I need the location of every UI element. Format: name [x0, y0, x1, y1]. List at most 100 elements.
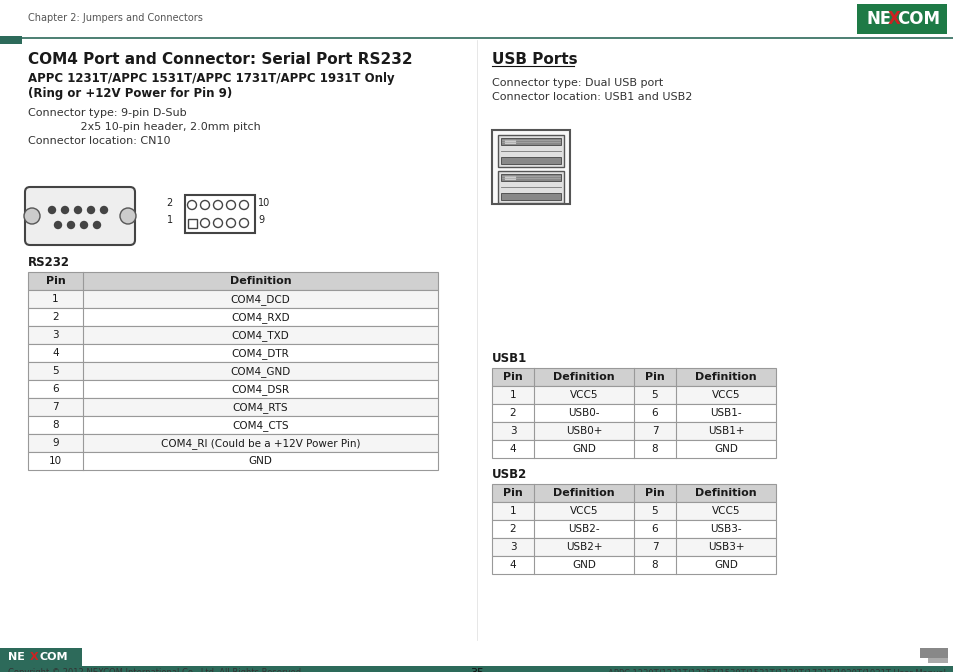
Text: 2x5 10-pin header, 2.0mm pitch: 2x5 10-pin header, 2.0mm pitch	[28, 122, 260, 132]
Circle shape	[61, 206, 69, 214]
Text: (Ring or +12V Power for Pin 9): (Ring or +12V Power for Pin 9)	[28, 87, 232, 100]
Bar	[188, 219, 196, 228]
Text: 7: 7	[651, 542, 658, 552]
Circle shape	[213, 200, 222, 210]
Bar	[28, 416, 437, 434]
Bar	[28, 434, 437, 452]
Text: Definition: Definition	[553, 372, 614, 382]
Text: Connector type: Dual USB port: Connector type: Dual USB port	[492, 78, 662, 88]
Circle shape	[200, 218, 210, 228]
Text: X: X	[30, 652, 38, 662]
Text: COM4_CTS: COM4_CTS	[232, 420, 289, 431]
Text: COM4_DCD: COM4_DCD	[231, 294, 290, 305]
Bar	[28, 308, 437, 326]
Circle shape	[200, 200, 210, 210]
Bar	[500, 138, 560, 145]
Text: 3: 3	[509, 426, 516, 436]
Bar	[500, 157, 560, 164]
Text: 5: 5	[651, 506, 658, 516]
Text: VCC5: VCC5	[569, 390, 598, 400]
Bar	[927, 658, 947, 663]
Bar	[28, 272, 437, 290]
Text: 1: 1	[509, 390, 516, 400]
Text: Definition: Definition	[553, 488, 614, 498]
Text: 1: 1	[509, 506, 516, 516]
Text: USB1-: USB1-	[709, 408, 741, 418]
Bar	[500, 174, 560, 181]
Text: COM4_DTR: COM4_DTR	[232, 348, 289, 359]
Circle shape	[226, 200, 235, 210]
Text: GND: GND	[713, 560, 738, 570]
Bar	[28, 344, 437, 362]
Bar	[0, 666, 953, 672]
Text: USB1+: USB1+	[707, 426, 743, 436]
Circle shape	[80, 222, 88, 228]
Text: APPC 1231T/APPC 1531T/APPC 1731T/APPC 1931T Only: APPC 1231T/APPC 1531T/APPC 1731T/APPC 19…	[28, 72, 395, 85]
Circle shape	[68, 222, 74, 228]
Text: Pin: Pin	[502, 372, 522, 382]
Circle shape	[93, 222, 100, 228]
Circle shape	[239, 218, 248, 228]
Text: 5: 5	[52, 366, 59, 376]
Text: 1: 1	[52, 294, 59, 304]
Text: VCC5: VCC5	[711, 506, 740, 516]
Bar	[492, 502, 775, 520]
Bar	[503, 139, 516, 144]
Text: USB0+: USB0+	[565, 426, 601, 436]
Text: COM4_RXD: COM4_RXD	[231, 312, 290, 323]
Text: 4: 4	[509, 444, 516, 454]
Bar	[497, 135, 563, 167]
Text: Definition: Definition	[695, 488, 756, 498]
Text: 3: 3	[509, 542, 516, 552]
Text: 9: 9	[52, 438, 59, 448]
Circle shape	[188, 200, 196, 210]
Text: GND: GND	[249, 456, 273, 466]
Text: 7: 7	[651, 426, 658, 436]
Text: 7: 7	[52, 402, 59, 412]
Text: 6: 6	[651, 408, 658, 418]
Bar	[28, 326, 437, 344]
Bar	[503, 175, 516, 180]
Text: Pin: Pin	[644, 372, 664, 382]
Bar	[28, 362, 437, 380]
Text: 2: 2	[509, 408, 516, 418]
Text: COM4_TXD: COM4_TXD	[232, 330, 289, 341]
Text: USB3+: USB3+	[707, 542, 743, 552]
Text: NE: NE	[8, 652, 25, 662]
Text: X: X	[886, 10, 900, 28]
Text: 10: 10	[49, 456, 62, 466]
Text: NE: NE	[865, 10, 891, 28]
Bar	[856, 4, 946, 34]
Bar	[185, 195, 254, 233]
Text: 8: 8	[651, 560, 658, 570]
Text: USB2+: USB2+	[565, 542, 601, 552]
Text: 4: 4	[52, 348, 59, 358]
Bar	[492, 556, 775, 574]
Bar	[28, 380, 437, 398]
Text: Connector location: CN10: Connector location: CN10	[28, 136, 171, 146]
Circle shape	[226, 218, 235, 228]
Text: USB Ports: USB Ports	[492, 52, 577, 67]
Text: Definition: Definition	[230, 276, 291, 286]
Text: VCC5: VCC5	[711, 390, 740, 400]
Circle shape	[88, 206, 94, 214]
Bar	[492, 538, 775, 556]
Bar	[492, 422, 775, 440]
FancyBboxPatch shape	[25, 187, 135, 245]
Bar	[492, 520, 775, 538]
Circle shape	[49, 206, 55, 214]
Text: COM4_DSR: COM4_DSR	[232, 384, 290, 395]
Circle shape	[239, 200, 248, 210]
Text: Pin: Pin	[46, 276, 66, 286]
Text: 2: 2	[509, 524, 516, 534]
Circle shape	[54, 222, 61, 228]
Bar	[0, 36, 22, 44]
Text: 8: 8	[651, 444, 658, 454]
Bar	[28, 452, 437, 470]
Text: Pin: Pin	[502, 488, 522, 498]
Bar	[492, 368, 775, 386]
Text: 1: 1	[167, 215, 172, 225]
Text: 9: 9	[257, 215, 264, 225]
Text: Definition: Definition	[695, 372, 756, 382]
Text: 2: 2	[167, 198, 172, 208]
